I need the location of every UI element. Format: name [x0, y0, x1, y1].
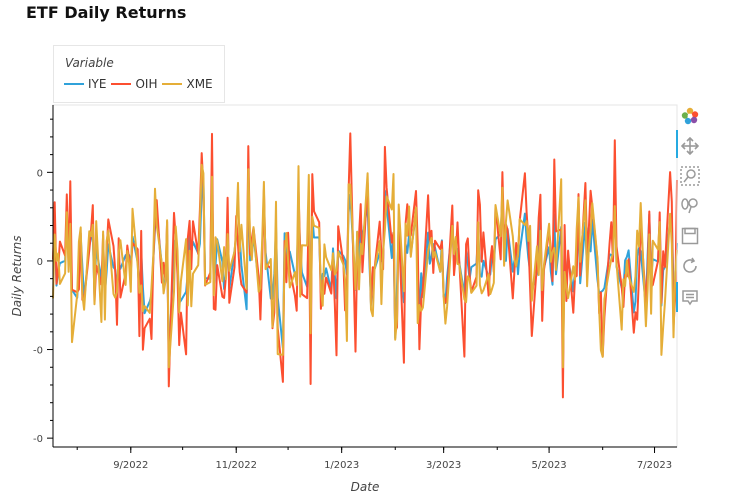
legend-items: IYE OIH XME — [64, 77, 218, 91]
pan-icon[interactable] — [678, 134, 702, 158]
x-tick-label: 3/2023 — [426, 460, 461, 471]
axes: 0 0 -0 -0 9/2022 11/2022 1/2023 3/2023 5/2023 7/2… — [10, 104, 678, 494]
legend-item-oih[interactable]: OIH — [111, 77, 157, 91]
y-tick-label: -0 — [33, 434, 43, 445]
x-tick-label: 9/2022 — [113, 460, 148, 471]
legend-label-xme: XME — [186, 77, 213, 91]
y-tick-label: -0 — [33, 346, 43, 357]
y-axis-label: Daily Returns — [10, 236, 24, 317]
legend-item-xme[interactable]: XME — [162, 77, 213, 91]
plot-frame — [52, 104, 678, 448]
legend: Variable IYE OIH XME — [53, 45, 225, 103]
wheel-zoom-icon[interactable] — [678, 194, 702, 218]
legend-swatch-xme — [162, 83, 183, 85]
y-tick-label: 0 — [37, 168, 43, 179]
hover-active-indicator — [676, 282, 678, 312]
x-tick-label: 7/2023 — [637, 460, 672, 471]
y-tick-label: 0 — [37, 257, 43, 268]
legend-swatch-oih — [111, 83, 132, 85]
x-tick-label: 11/2022 — [215, 460, 257, 471]
chart-title: ETF Daily Returns — [26, 3, 187, 22]
reset-icon[interactable] — [678, 254, 702, 278]
legend-title: Variable — [65, 56, 114, 70]
x-tick-label: 1/2023 — [324, 460, 359, 471]
series-line-xme[interactable] — [52, 163, 678, 369]
legend-swatch-iye — [64, 83, 84, 85]
legend-label-iye: IYE — [88, 77, 107, 91]
legend-item-iye[interactable]: IYE — [64, 77, 106, 91]
x-axis-label: Date — [351, 480, 380, 494]
pan-active-indicator — [676, 130, 678, 158]
series-lines — [52, 132, 678, 399]
box-zoom-icon[interactable] — [678, 164, 702, 188]
x-tick-label: 5/2023 — [531, 460, 566, 471]
save-icon[interactable] — [678, 224, 702, 248]
legend-label-oih: OIH — [135, 77, 158, 91]
hover-icon[interactable] — [678, 286, 702, 310]
toolbar — [676, 102, 706, 314]
bokeh-logo-icon[interactable] — [678, 104, 702, 128]
series-line-oih[interactable] — [52, 132, 678, 399]
